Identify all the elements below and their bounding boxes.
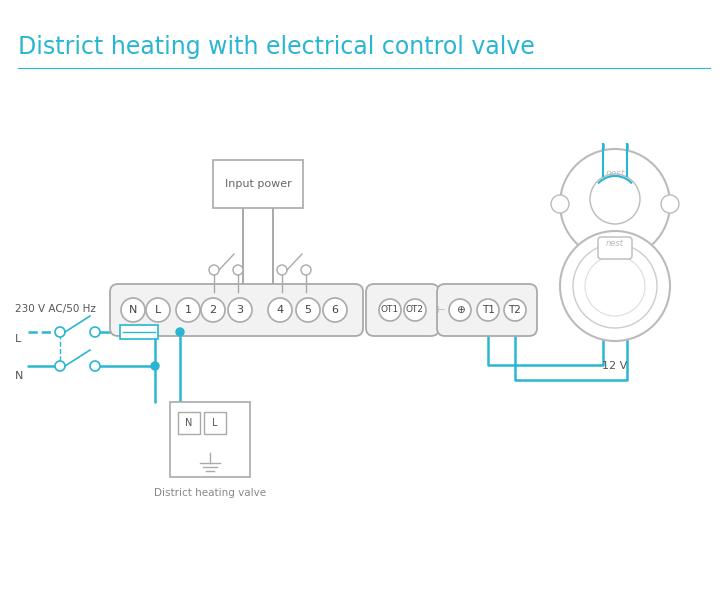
Circle shape	[590, 174, 640, 224]
Circle shape	[176, 298, 200, 322]
Circle shape	[573, 244, 657, 328]
Text: L: L	[155, 305, 161, 315]
Text: T2: T2	[509, 305, 521, 315]
Text: L: L	[213, 418, 218, 428]
FancyBboxPatch shape	[204, 412, 226, 434]
FancyBboxPatch shape	[178, 412, 200, 434]
FancyBboxPatch shape	[366, 284, 439, 336]
FancyBboxPatch shape	[437, 284, 537, 336]
Circle shape	[176, 328, 184, 336]
Text: nest: nest	[606, 239, 624, 248]
Text: District heating with electrical control valve: District heating with electrical control…	[18, 35, 535, 59]
Circle shape	[55, 327, 65, 337]
Text: 3: 3	[237, 305, 243, 315]
Circle shape	[449, 299, 471, 321]
Text: District heating valve: District heating valve	[154, 488, 266, 498]
Text: N: N	[186, 418, 193, 428]
Circle shape	[90, 361, 100, 371]
Circle shape	[301, 265, 311, 275]
Circle shape	[90, 327, 100, 337]
Text: ⊕: ⊕	[456, 305, 464, 315]
Circle shape	[146, 298, 170, 322]
Text: N: N	[15, 371, 23, 381]
Text: 230 V AC/50 Hz: 230 V AC/50 Hz	[15, 304, 96, 314]
Text: 6: 6	[331, 305, 339, 315]
FancyBboxPatch shape	[170, 402, 250, 476]
FancyBboxPatch shape	[120, 325, 158, 339]
Text: Input power: Input power	[225, 179, 291, 189]
Circle shape	[504, 299, 526, 321]
Text: 12 V: 12 V	[602, 361, 628, 371]
Text: L: L	[15, 334, 21, 344]
FancyBboxPatch shape	[213, 160, 303, 208]
Circle shape	[55, 361, 65, 371]
Circle shape	[323, 298, 347, 322]
Circle shape	[585, 256, 645, 316]
Text: 4: 4	[277, 305, 284, 315]
FancyBboxPatch shape	[598, 237, 632, 259]
Circle shape	[560, 231, 670, 341]
Text: OT2: OT2	[406, 305, 424, 314]
Circle shape	[404, 299, 426, 321]
Circle shape	[151, 362, 159, 370]
Circle shape	[209, 265, 219, 275]
Circle shape	[277, 265, 287, 275]
Circle shape	[560, 149, 670, 259]
Circle shape	[228, 298, 252, 322]
Circle shape	[121, 298, 145, 322]
Circle shape	[551, 195, 569, 213]
Text: ⊢: ⊢	[436, 305, 444, 315]
Circle shape	[268, 298, 292, 322]
Text: nest: nest	[605, 169, 625, 179]
Circle shape	[379, 299, 401, 321]
Circle shape	[296, 298, 320, 322]
FancyBboxPatch shape	[110, 284, 363, 336]
Circle shape	[477, 299, 499, 321]
Text: 1: 1	[184, 305, 191, 315]
Circle shape	[661, 195, 679, 213]
Text: N: N	[129, 305, 137, 315]
Text: 3 A: 3 A	[127, 306, 143, 316]
Circle shape	[201, 298, 225, 322]
Text: 5: 5	[304, 305, 312, 315]
Text: 2: 2	[210, 305, 216, 315]
Text: T1: T1	[481, 305, 494, 315]
Text: OT1: OT1	[381, 305, 399, 314]
Circle shape	[233, 265, 243, 275]
